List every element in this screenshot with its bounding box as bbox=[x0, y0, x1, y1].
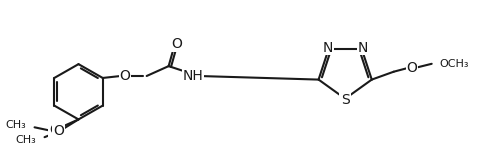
Text: O: O bbox=[53, 124, 64, 138]
Text: O: O bbox=[49, 123, 60, 137]
Text: N: N bbox=[322, 41, 332, 55]
Text: O: O bbox=[406, 61, 416, 75]
Text: NH: NH bbox=[182, 69, 203, 83]
Text: CH₃: CH₃ bbox=[6, 120, 27, 130]
Text: O: O bbox=[171, 37, 182, 51]
Text: S: S bbox=[340, 93, 349, 107]
Text: CH₃: CH₃ bbox=[16, 135, 36, 145]
Text: OCH₃: OCH₃ bbox=[439, 59, 468, 69]
Text: O: O bbox=[119, 69, 130, 83]
Text: N: N bbox=[357, 41, 367, 55]
